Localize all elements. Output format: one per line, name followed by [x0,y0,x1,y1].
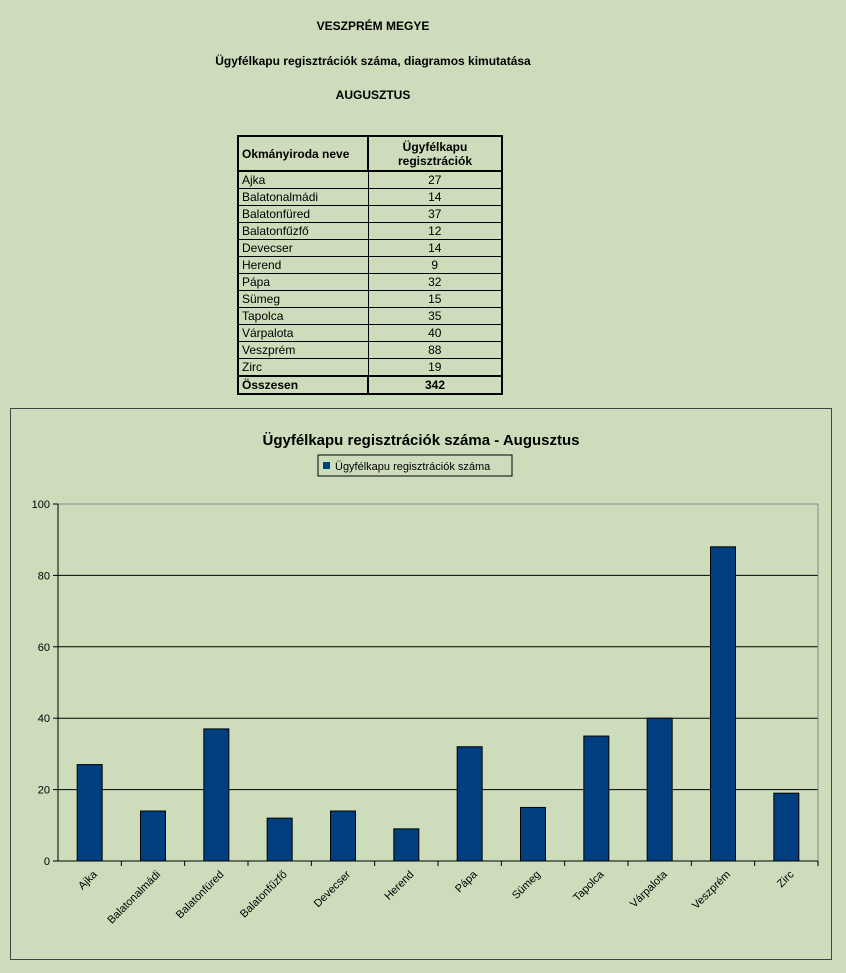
registration-count: 14 [367,188,503,206]
x-tick-label: Balatonalmádi [105,869,163,927]
y-tick-label: 0 [44,856,50,868]
office-name: Herend [237,256,369,274]
table-row: Pápa 32 [237,273,503,291]
total-value: 342 [367,375,503,395]
x-tick-label: Ajka [76,868,100,892]
y-tick-label: 40 [38,713,50,725]
x-tick-label: Sümeg [510,869,543,902]
x-tick-label: Devecser [312,868,354,910]
table-row: Balatonfűzfő 12 [237,222,503,240]
legend-swatch [323,462,330,469]
bar [266,817,293,862]
office-name: Pápa [237,273,369,291]
table-row: Herend 9 [237,256,503,274]
registrations-header: Ügyfélkapu regisztrációk [367,135,503,172]
county-title: VESZPRÉM MEGYE [316,19,430,33]
report-subtitle: Ügyfélkapu regisztrációk száma, diagramo… [215,54,531,68]
registration-count: 32 [367,273,503,291]
registration-count: 37 [367,205,503,223]
office-name: Balatonfüred [237,205,369,223]
legend-box [317,454,513,477]
x-tick-label: Balatonfüred [174,869,227,922]
office-name: Balatonfűzfő [237,222,369,240]
chart-legend: Ügyfélkapu regisztrációk száma [317,454,513,477]
office-name: Veszprém [237,341,369,359]
table-row: Veszprém 88 [237,341,503,359]
registration-count: 14 [367,239,503,257]
bar [520,806,546,862]
office-name: Ajka [237,170,369,189]
y-tick-label: 100 [32,499,50,511]
x-tick-label: Tapolca [571,868,607,904]
table-row: Sümeg 15 [237,290,503,308]
bar [140,810,166,862]
x-tick-label: Herend [382,869,416,903]
office-name-header: Okmányiroda neve [237,135,369,172]
y-tick-label: 20 [38,785,50,797]
bar [393,828,420,862]
table-row: Balatonfüred 37 [237,205,503,223]
y-tick-label: 80 [38,570,50,582]
bar [330,810,356,862]
table-row: Ajka 27 [237,170,503,189]
y-tick-label: 60 [38,642,50,654]
x-tick-label: Zirc [775,868,797,890]
bar [583,735,610,862]
registration-count: 15 [367,290,503,308]
legend-label: Ügyfélkapu regisztrációk száma [335,461,491,473]
chart-area: Ügyfélkapu regisztrációk száma - Auguszt… [10,408,832,960]
registrations-header-line1: Ügyfélkapu [402,139,468,154]
registration-count: 19 [367,358,503,377]
x-tick-label: Balatonfűzfő [238,869,290,921]
registrations-header-line2: regisztrációk [397,153,473,168]
office-name: Zirc [237,358,369,377]
total-label: Összesen [237,375,369,395]
table-header-row: Okmányiroda neve Ügyfélkapu regisztráció… [237,135,503,172]
table-row: Zirc 19 [237,358,503,377]
bar [456,746,483,862]
bar [710,546,736,862]
x-tick-label: Veszprém [690,869,733,912]
x-tick-label: Pápa [453,868,480,895]
chart-title: Ügyfélkapu regisztrációk száma - Auguszt… [262,432,579,449]
office-name: Várpalota [237,324,369,342]
office-name: Devecser [237,239,369,257]
bar [203,728,230,862]
bar [646,717,673,862]
table-row: Várpalota 40 [237,324,503,342]
table-row: Devecser 14 [237,239,503,257]
table-row: Balatonalmádi 14 [237,188,503,206]
office-name: Sümeg [237,290,369,308]
x-tick-label: Várpalota [628,868,670,910]
table-row: Tapolca 35 [237,307,503,325]
registration-count: 35 [367,307,503,325]
table-total-row: Összesen 342 [237,375,503,395]
registrations-table: Okmányiroda neve Ügyfélkapu regisztráció… [237,135,503,395]
registration-count: 27 [367,170,503,189]
office-name: Balatonalmádi [237,188,369,206]
month-title: AUGUSZTUS [335,88,411,102]
registration-count: 40 [367,324,503,342]
registration-count: 9 [367,256,503,274]
registration-count: 12 [367,222,503,240]
bar [76,764,103,862]
bar [773,792,800,862]
office-name: Tapolca [237,307,369,325]
registration-count: 88 [367,341,503,359]
bar-chart: Ügyfélkapu regisztrációk száma - Auguszt… [32,432,819,927]
